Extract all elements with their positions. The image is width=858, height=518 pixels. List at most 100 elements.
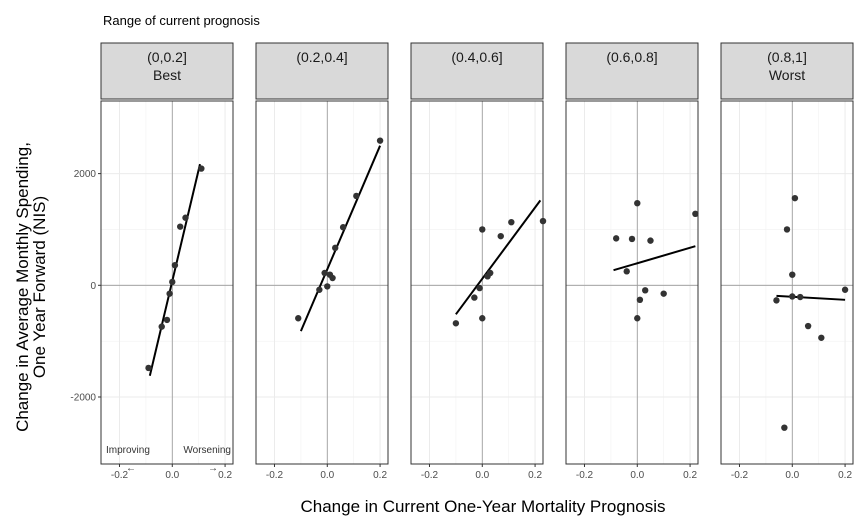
facet-panel-border xyxy=(100,100,234,465)
data-point xyxy=(636,296,644,304)
data-point xyxy=(476,284,483,292)
facet-strip-label: Worst xyxy=(769,67,805,83)
data-point xyxy=(166,290,173,297)
x-tick-label: 0.0 xyxy=(785,470,799,481)
chart-title: Range of current prognosis xyxy=(103,13,260,28)
x-axis-title: Change in Current One-Year Mortality Pro… xyxy=(300,497,665,516)
data-point xyxy=(177,223,184,230)
data-point xyxy=(791,194,799,202)
y-axis-title-line-1: Change in Average Monthly Spending, xyxy=(13,142,32,432)
data-point xyxy=(471,294,478,301)
facet-strip-label: (0.4,0.6] xyxy=(451,49,502,65)
data-point xyxy=(324,283,331,290)
data-point xyxy=(642,287,649,294)
y-tick-label: 0 xyxy=(90,281,96,292)
x-tick-label: 0.2 xyxy=(528,470,542,481)
data-point xyxy=(841,286,849,293)
data-point xyxy=(773,297,780,304)
y-tick-label: -2000 xyxy=(70,392,96,403)
facet-panel-3: (0.4,0.6] -0.2 0.0 0.2 xyxy=(410,42,547,481)
x-tick-label: -0.2 xyxy=(266,470,284,481)
facet-plot-area xyxy=(721,101,853,464)
data-point xyxy=(647,237,654,244)
y-tick-label: 2000 xyxy=(74,169,97,180)
regression-line xyxy=(455,199,542,315)
facet-strip-label: (0.6,0.8] xyxy=(606,49,657,65)
x-tick-label: 0.0 xyxy=(475,470,489,481)
facet-panels: (0,0.2] Best Improving ← Worsening → -0.2 0.0 0.… xyxy=(70,42,854,481)
data-point xyxy=(182,214,189,221)
data-point xyxy=(295,315,302,322)
facet-panel-border xyxy=(255,100,389,465)
data-point xyxy=(479,226,486,233)
x-tick-label: 0.2 xyxy=(218,470,232,481)
x-tick-label: -0.2 xyxy=(576,470,594,481)
data-point xyxy=(660,290,667,297)
data-point xyxy=(818,334,825,341)
annotation-improving-label: Improving xyxy=(106,445,150,456)
data-point xyxy=(783,226,791,233)
data-point xyxy=(692,210,699,218)
data-point xyxy=(781,424,788,431)
data-point xyxy=(376,137,384,144)
facet-strip xyxy=(565,42,699,100)
data-point xyxy=(339,224,347,231)
x-tick-label: -0.2 xyxy=(731,470,749,481)
x-tick-label: 0.0 xyxy=(320,470,334,481)
data-point xyxy=(634,199,641,207)
data-point xyxy=(508,218,515,226)
data-point xyxy=(452,320,460,327)
data-point xyxy=(612,235,620,242)
facet-strip-label: Best xyxy=(153,67,181,83)
data-point xyxy=(329,274,336,282)
annotation-worsening-arrow: → xyxy=(208,463,218,474)
regression-line xyxy=(613,245,696,272)
data-point xyxy=(797,293,804,301)
data-point xyxy=(158,323,165,330)
x-tick-label: 0.0 xyxy=(165,470,179,481)
data-point xyxy=(332,244,339,252)
facet-panel-5: (0.8,1] Worst -0.2 0.0 0.2 xyxy=(720,42,854,481)
annotation-improving-arrow: ← xyxy=(126,463,136,474)
facet-strip xyxy=(720,42,854,100)
facet-plot-area xyxy=(101,101,233,464)
x-tick-label: 0.2 xyxy=(373,470,387,481)
data-point xyxy=(634,315,641,322)
facet-plot-area xyxy=(411,101,543,464)
data-point xyxy=(145,364,152,372)
facet-strip xyxy=(410,42,544,100)
facet-plot-area xyxy=(566,101,698,464)
data-point xyxy=(479,315,486,322)
facet-strip xyxy=(255,42,389,100)
data-point xyxy=(623,268,630,275)
data-point xyxy=(353,192,360,200)
regression-line xyxy=(299,145,381,332)
facet-strip-label: (0.8,1] xyxy=(767,49,807,65)
facet-panel-1: (0,0.2] Best Improving ← Worsening → -0.2 0.0 0.… xyxy=(70,42,234,481)
regression-line xyxy=(148,163,201,376)
data-point xyxy=(198,165,205,172)
x-tick-label: 0.2 xyxy=(683,470,697,481)
x-tick-label: 0.0 xyxy=(630,470,644,481)
facet-panel-border xyxy=(720,100,854,465)
facet-strip-label: (0,0.2] xyxy=(147,49,187,65)
facet-panel-border xyxy=(565,100,699,465)
data-point xyxy=(169,278,176,286)
data-point xyxy=(628,235,636,243)
annotation-worsening-label: Worsening xyxy=(183,445,231,456)
data-point xyxy=(789,293,796,300)
data-point xyxy=(171,261,179,269)
facet-panel-2: (0.2,0.4] -0.2 0.0 0.2 xyxy=(255,42,389,481)
x-tick-label: -0.2 xyxy=(111,470,129,481)
x-tick-label: 0.2 xyxy=(838,470,852,481)
data-point xyxy=(321,269,328,277)
facet-strip xyxy=(100,42,234,100)
regression-line xyxy=(776,294,846,301)
facet-panel-border xyxy=(410,100,544,465)
data-point xyxy=(163,316,171,324)
data-point xyxy=(804,322,812,330)
y-axis-title-line-2: One Year Forward (NIS) xyxy=(30,196,49,378)
x-tick-label: -0.2 xyxy=(421,470,439,481)
